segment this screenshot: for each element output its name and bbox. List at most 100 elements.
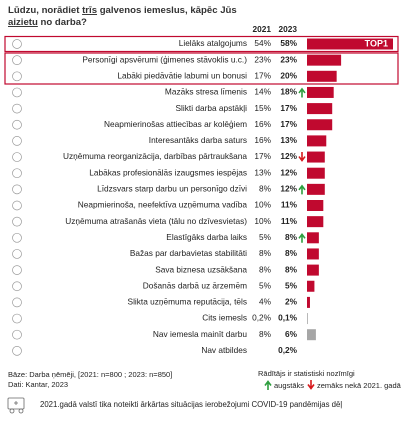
category-label: Uzņēmuma reorganizācija, darbības pārtra… [63, 151, 247, 161]
value-label: 23% [254, 54, 271, 64]
row-icon [12, 249, 22, 259]
significance-arrow [298, 232, 306, 243]
highlight-box [4, 35, 399, 53]
category-label: Personīgi apsvērumi (ģimenes stāvoklis u… [82, 54, 247, 64]
bar [307, 183, 325, 195]
value-label: 0,1% [278, 313, 298, 323]
category-label: Labāki piedāvātie labumi un bonusi [117, 70, 247, 80]
value-label: 0,2% [252, 313, 272, 323]
row-icon [12, 87, 22, 98]
category-label: Uzņēmuma atrašanās vieta (tālu no dzīves… [65, 216, 247, 226]
bar [307, 54, 342, 66]
value-label: 8% [259, 264, 272, 274]
row-icon [12, 119, 22, 130]
row-icon [12, 216, 22, 227]
value-label: 17% [280, 119, 297, 129]
value-label: 11% [281, 216, 298, 226]
row-icon [12, 297, 22, 308]
bar [307, 119, 333, 131]
category-label: Līdzsvars starp darbu un personīgo dzīvi [97, 184, 247, 194]
category-label: Neapmierinoša, neefektīva uzņēmuma vadīb… [78, 200, 248, 210]
source: Dati: Kantar, 2023 [8, 380, 68, 389]
value-label: 12% [280, 184, 297, 194]
bar [307, 313, 308, 325]
category-label: Došanās darbā uz ārzemēm [143, 280, 247, 290]
value-label: 10% [254, 216, 271, 226]
value-label: 6% [285, 329, 298, 339]
row-icon [12, 313, 22, 324]
value-label: 4% [259, 297, 272, 307]
row-icon [12, 136, 22, 146]
bar [307, 248, 319, 260]
category-label: Nav atbildes [201, 345, 247, 355]
footnote: 2021.gadā valstī tika noteikti ārkārtas … [40, 400, 342, 409]
legend-entry: 2023 [279, 24, 298, 34]
value-label: 8% [259, 184, 272, 194]
value-label: 16% [254, 119, 271, 129]
chart-title: Lūdzu, norādiet trīs galvenos iemeslus, … [8, 5, 237, 16]
value-label: 8% [285, 232, 298, 242]
value-label: 5% [285, 280, 298, 290]
value-label: 13% [254, 167, 271, 177]
category-label: Mazāks stresa līmenis [165, 87, 247, 97]
legend-title: Rādītājs ir statistiski nozīmīgi [258, 369, 355, 378]
bar [307, 167, 325, 179]
title-part: no darba? [38, 17, 87, 28]
chart-title: aizietu no darba? [8, 17, 87, 28]
category-label: Bažas par darbavietas stabilitāti [130, 248, 247, 258]
category-label: Nav iemesla mainīt darbu [153, 329, 247, 339]
legend-entry: 2021 [253, 24, 272, 34]
category-label: Cits iemesls [202, 313, 247, 323]
bar [307, 329, 316, 341]
category-label: Neapmierinošas attiecības ar kolēģiem [104, 119, 247, 129]
value-label: 54% [254, 38, 271, 48]
value-label: 17% [280, 103, 297, 113]
row-icon [12, 168, 22, 179]
category-label: Sava biznesa uzsākšana [155, 264, 247, 274]
bar [307, 264, 319, 276]
bar [307, 38, 393, 50]
value-label: 8% [259, 329, 272, 339]
value-label: 14% [254, 87, 271, 97]
bar [307, 70, 337, 82]
annotation: TOP1 [365, 38, 388, 48]
value-label: 12% [280, 151, 297, 161]
value-label: 0,2% [278, 345, 298, 355]
base-note: Bāze: Darba ņēmēji, [2021: n=800 ; 2023:… [8, 370, 172, 379]
row-icon [12, 281, 22, 292]
title-part: galvenos iemeslus, kāpēc Jūs [97, 5, 237, 16]
row-icon [12, 71, 22, 82]
significance-arrow [298, 87, 306, 98]
title-part: trīs [82, 5, 97, 16]
value-label: 8% [285, 248, 298, 258]
significance-arrow [298, 184, 306, 195]
footnote-icon [7, 397, 25, 414]
significance-arrow [298, 152, 306, 162]
bar [307, 135, 327, 147]
row-icon [12, 329, 22, 340]
value-label: 17% [254, 70, 271, 80]
category-label: Elastīgāks darba laiks [166, 232, 247, 242]
legend-label: augstāks [274, 381, 304, 390]
highlight-box [4, 52, 399, 85]
row-icon [12, 103, 22, 114]
row-icon [12, 39, 22, 49]
bar [307, 86, 334, 98]
value-label: 58% [280, 38, 297, 48]
category-label: Slikti darba apstākļi [176, 103, 248, 113]
value-label: 20% [280, 70, 297, 80]
value-label: 8% [259, 248, 272, 258]
legend-arrow [307, 380, 315, 390]
value-label: 10% [254, 200, 271, 210]
value-label: 12% [280, 167, 297, 177]
bar [307, 103, 333, 115]
value-label: 5% [259, 232, 272, 242]
value-label: 11% [281, 200, 298, 210]
value-label: 13% [280, 135, 297, 145]
bar [307, 200, 324, 211]
bar [307, 296, 310, 308]
value-label: 8% [285, 264, 298, 274]
value-label: 5% [259, 280, 272, 290]
row-icon [12, 265, 22, 275]
